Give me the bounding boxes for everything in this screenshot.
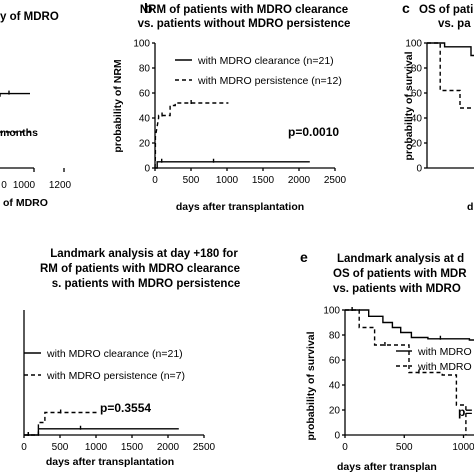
panel-e-legend: with MDRO with MDRO [396,346,472,373]
panel-b-xtick-label: 1000 [216,175,239,186]
panel-b-legend: with MDRO clearance (n=21) with MDRO per… [175,55,342,87]
panel-e-ylabel: probability of survival [305,331,317,440]
panel-d: Landmark analysis at day +180 for RM of … [21,248,240,468]
panel-d-title-line-2: RM of patients with MDRO clearance [40,263,240,275]
panel-e-title-line-2: OS of patients with MDR [333,268,467,280]
panel-c-xlabel: d [467,201,473,213]
panel-b-ytick-label: 80 [139,64,151,75]
panel-a-annotation: months [0,127,38,139]
panel-c-title-line-1: OS of pati [419,4,473,16]
panel-d-p-value: p=0.3554 [100,401,151,415]
legend-b-clearance-label: with MDRO clearance (n=21) [197,55,334,67]
panel-e-ytick-label: 0 [334,431,340,442]
panel-e-p-value: p= [458,405,472,419]
panel-b-xtick-label: 1500 [252,175,275,186]
panel-b-ytick-label: 20 [139,139,151,150]
panel-d-xtick-label: 500 [52,442,69,453]
panel-b-ytick-label: 100 [133,39,150,50]
panel-a-title: y of MDRO [0,11,59,23]
panel-b-xtick-label: 2000 [288,175,311,186]
panel-a-xtick-1: 1000 [13,180,36,191]
panel-e-xtick-label: 500 [396,442,413,453]
panel-e-ytick-label: 20 [329,406,341,417]
panel-e: e Landmark analysis at d OS of patients … [300,249,474,473]
legend-b-persistence-label: with MDRO persistence (n=12) [197,75,342,87]
legend-e-persistence-label: with MDRO [417,361,472,373]
panel-e-ytick-label: 100 [323,306,340,317]
panel-e-xtick-label: 0 [342,442,348,453]
panel-b-title-line-2: vs. patients without MDRO persistence [138,18,351,30]
panel-b-series-1-line [154,102,229,169]
panel-d-title-line-1: Landmark analysis at day +180 for [50,248,238,260]
panel-b-p-value: p=0.0010 [288,125,339,139]
panel-b-xtick-label: 500 [183,175,200,186]
panel-b-xlabel: days after transplantation [176,201,304,213]
panel-c-series-0-line [427,42,474,57]
legend-e-clearance-label: with MDRO [417,346,472,358]
panel-e-series-1-line [345,309,467,435]
panel-a-xtick-2: 1200 [49,180,72,191]
panel-d-series-0-line [24,428,179,436]
panel-b-xtick-label: 0 [152,175,158,186]
panel-e-ytick-label: 80 [329,331,341,342]
panel-d-xtick-label: 2500 [193,442,216,453]
panel-e-label: e [300,249,308,265]
panel-d-xtick-label: 1500 [121,442,144,453]
panel-a: y of MDRO months 0 1000 1200 of MDRO [0,11,72,209]
panel-d-xtick-label: 0 [21,442,27,453]
panel-c-label: c [402,0,410,16]
panel-b-ytick-label: 0 [144,164,150,175]
panel-b-ylabel: probability of NRM [112,59,124,153]
panel-c-ytick-label: 40 [411,114,423,125]
panel-c-ytick-label: 80 [411,64,423,75]
panel-c-ytick-label: 20 [411,139,423,150]
panel-d-xlabel: days after transplantation [46,456,174,468]
panel-a-xlabel: of MDRO [3,197,48,209]
panel-d-xtick-label: 1000 [85,442,108,453]
panel-e-series-0-line [345,309,474,341]
panel-a-xtick-0: 0 [1,180,7,191]
panel-b-series-0-line [155,161,310,169]
panel-b: b NRM of patients with MDRO clearance vs… [112,0,350,213]
panel-c: c OS of pati vs. pa probability of survi… [402,0,474,213]
panel-c-ylabel: probability of survival [403,51,415,160]
panel-d-plot: 0 500 1000 1500 2000 2500 [21,310,216,453]
panel-c-ytick-label: 60 [411,89,423,100]
panel-a-plot [0,90,30,133]
panel-a-series-0-line [0,92,30,97]
panel-e-title-line-3: vs. patients with MDRO [333,283,461,295]
panel-b-xtick-label: 2500 [324,175,347,186]
legend-d-clearance-label: with MDRO clearance (n=21) [46,348,183,360]
panel-d-legend: with MDRO clearance (n=21) with MDRO per… [24,348,185,382]
panel-d-series-1-line [24,411,98,436]
panel-b-title-line-1: NRM of patients with MDRO clearance [140,4,348,16]
panel-b-label: b [144,0,153,16]
panel-c-ytick-label: 0 [416,164,422,175]
panel-e-ytick-label: 60 [329,356,341,367]
legend-d-persistence-label: with MDRO persistence (n=7) [46,370,185,382]
panel-e-title-line-1: Landmark analysis at d [337,253,464,265]
panel-c-plot: 0 20 40 60 80 100 [405,39,474,175]
panel-b-ytick-label: 40 [139,114,151,125]
panel-c-ytick-label: 100 [405,39,422,50]
panel-c-series-1-line [427,42,474,109]
panel-d-title-line-3: s. patients with MDRO persistence [52,278,241,290]
panel-d-xtick-label: 2000 [157,442,180,453]
panel-e-xtick-label: 1000 [452,442,474,453]
panel-c-title-line-2: vs. pa [438,18,471,30]
panel-e-xlabel: days after transplan [337,461,437,473]
panel-b-ytick-label: 60 [139,89,151,100]
panel-e-ytick-label: 40 [329,381,341,392]
